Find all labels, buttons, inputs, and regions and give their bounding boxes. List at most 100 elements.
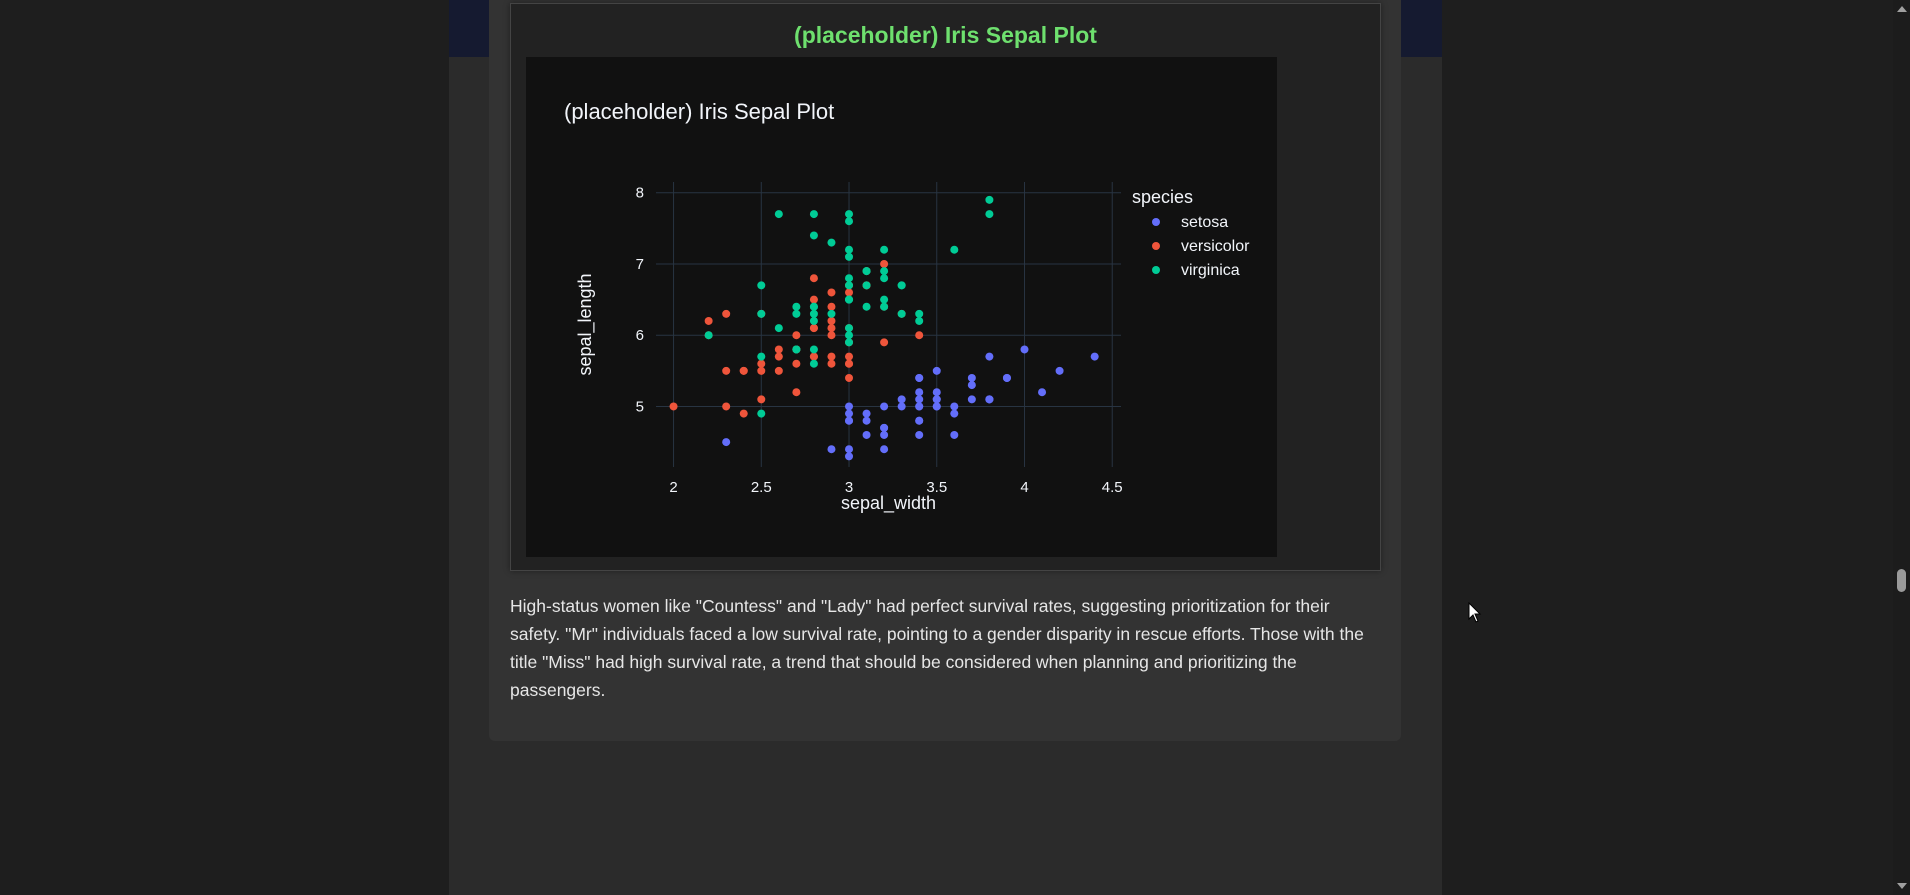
scatter-point-virginica [862,302,871,311]
scatter-point-setosa [880,402,889,411]
scatter-point-setosa [1020,345,1029,354]
scatter-point-virginica [845,245,854,254]
legend-label-setosa: setosa [1181,214,1228,231]
scatter-point-setosa [950,402,959,411]
scatter-point-virginica [809,210,818,219]
vertical-scrollbar[interactable] [1893,0,1910,895]
scatter-point-virginica [757,309,766,318]
scatter-point-virginica [809,309,818,318]
scatter-point-virginica [880,274,889,283]
legend-label-versicolor: versicolor [1181,238,1250,255]
scatter-point-virginica [985,195,994,204]
scatter-point-setosa [1055,366,1064,375]
scroll-up-arrow-icon[interactable] [1897,6,1907,12]
scatter-point-virginica [809,316,818,325]
scatter-point-virginica [827,309,836,318]
scatter-point-setosa [880,430,889,439]
scatter-point-setosa [845,402,854,411]
scatter-point-versicolor [792,388,801,397]
scatter-point-versicolor [722,402,731,411]
scatter-point-versicolor [722,366,731,375]
scatter-point-setosa [1038,388,1047,397]
scatter-point-virginica [809,302,818,311]
scatter-point-setosa [862,416,871,425]
scatter-point-virginica [985,210,994,219]
scatter-point-virginica [809,231,818,240]
scatter-point-versicolor [827,288,836,297]
scatter-point-setosa [950,430,959,439]
scatter-point-virginica [845,331,854,340]
scatter-point-versicolor [809,324,818,333]
scatter-point-setosa [862,430,871,439]
scatter-point-setosa [897,395,906,404]
y-axis-label: sepal_length [575,273,596,375]
legend-marker-virginica [1152,266,1160,274]
scatter-point-versicolor [845,359,854,368]
description-paragraph: High-status women like "Countess" and "L… [510,596,1364,700]
scatter-point-virginica [757,409,766,418]
x-tick-label: 3 [845,479,853,496]
legend-title: species [1132,187,1193,207]
scatter-point-virginica [915,309,924,318]
scatter-point-versicolor [915,331,924,340]
scatter-point-setosa [845,445,854,454]
x-axis-label: sepal_width [841,493,936,514]
scatter-point-setosa [845,452,854,461]
scatter-point-virginica [845,217,854,226]
scrollbar-thumb[interactable] [1897,569,1906,592]
x-tick-label: 4.5 [1102,479,1123,496]
scatter-point-setosa [985,352,994,361]
scatter-point-setosa [915,388,924,397]
y-tick-label: 7 [636,256,644,273]
scatter-point-setosa [932,388,941,397]
scatter-point-virginica [880,295,889,304]
scatter-point-versicolor [827,316,836,325]
scatter-chart[interactable]: (placeholder) Iris Sepal Plot 2 2.5 3 3.5 4 4.… [526,57,1277,557]
scatter-point-versicolor [880,259,889,268]
scatter-point-setosa [932,402,941,411]
description-text: High-status women like "Countess" and "L… [510,592,1381,704]
chart-background [526,57,1277,557]
plot-frame: (placeholder) Iris Sepal Plot (placehold… [510,3,1381,571]
scatter-point-setosa [845,409,854,418]
scatter-point-versicolor [827,352,836,361]
scatter-point-setosa [722,438,731,447]
y-tick-label: 8 [636,185,644,202]
scatter-point-versicolor [774,345,783,354]
scatter-point-setosa [915,416,924,425]
scatter-point-setosa [932,366,941,375]
scatter-point-setosa [880,423,889,432]
scatter-point-versicolor [827,331,836,340]
x-tick-label: 3.5 [926,479,947,496]
scatter-point-setosa [1090,352,1099,361]
scatter-point-virginica [845,281,854,290]
scatter-point-versicolor [757,359,766,368]
scatter-point-versicolor [827,359,836,368]
scatter-point-versicolor [845,288,854,297]
scatter-point-versicolor [827,302,836,311]
scatter-point-setosa [862,409,871,418]
scatter-point-virginica [880,302,889,311]
legend-label-virginica: virginica [1181,262,1240,279]
x-tick-label: 2 [669,479,677,496]
scatter-point-virginica [809,359,818,368]
scatter-point-virginica [845,252,854,261]
scatter-point-setosa [950,409,959,418]
scatter-point-setosa [915,395,924,404]
scatter-point-virginica [862,267,871,276]
scatter-point-versicolor [845,373,854,382]
scatter-point-virginica [845,338,854,347]
scatter-point-versicolor [880,338,889,347]
scatter-point-virginica [827,238,836,247]
scatter-point-virginica [845,274,854,283]
scatter-point-setosa [985,395,994,404]
scatter-point-versicolor [809,352,818,361]
scroll-down-arrow-icon[interactable] [1897,883,1907,889]
scatter-point-setosa [897,402,906,411]
scatter-point-versicolor [704,316,713,325]
scatter-point-setosa [845,416,854,425]
scatter-point-virginica [950,245,959,254]
scatter-point-versicolor [774,352,783,361]
scatter-point-virginica [792,302,801,311]
scatter-point-setosa [967,381,976,390]
